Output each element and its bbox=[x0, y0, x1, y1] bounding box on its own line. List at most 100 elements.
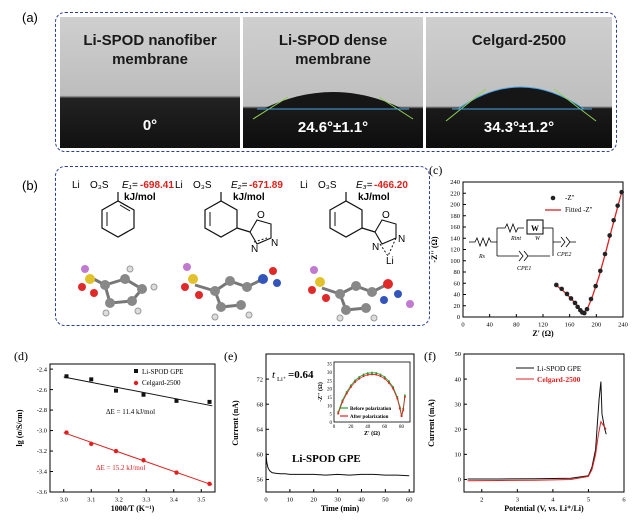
plot-frame bbox=[462, 181, 624, 318]
x-tick-label: 240 bbox=[618, 322, 628, 329]
legend-label-lispod: Li-SPOD GPE bbox=[142, 368, 183, 376]
structure-3: Li O₃S E₃= -466.20 kJ/mol O N N Li bbox=[300, 172, 428, 322]
inset-point-after bbox=[349, 386, 352, 388]
inset-point-after bbox=[383, 377, 386, 380]
inset-y-tick-label: 10 bbox=[327, 404, 333, 409]
inset-point-before bbox=[354, 379, 357, 382]
x-tick-label: 20 bbox=[310, 497, 317, 504]
x-tick-label: 4 bbox=[551, 497, 555, 504]
y-tick-label: 40 bbox=[455, 376, 462, 383]
droplet-3 bbox=[445, 86, 597, 122]
y-tick-label: 56 bbox=[257, 477, 264, 484]
data-point-celgard bbox=[141, 458, 146, 463]
inset-point-before bbox=[366, 372, 369, 375]
nitrogen-label-3a: N bbox=[372, 242, 380, 253]
x-tick-label: 3.4 bbox=[170, 497, 179, 504]
y-tick-label: -2.8 bbox=[37, 407, 47, 414]
energy-value-1: -698.41 bbox=[140, 180, 174, 191]
nitrogen-label-2a: N bbox=[251, 244, 259, 255]
x-tick-label: 3 bbox=[516, 497, 519, 504]
inset-point-after bbox=[371, 373, 373, 376]
inset-point-before bbox=[358, 376, 361, 378]
fit-line-celgard bbox=[63, 432, 213, 486]
data-point-lispod bbox=[89, 377, 94, 382]
y-tick-label: 40 bbox=[454, 292, 461, 299]
y-tick-label: 0 bbox=[458, 477, 461, 484]
inset-point-before bbox=[362, 373, 365, 376]
x-tick-label: 40 bbox=[486, 322, 493, 329]
y-axis-label: lg (σ/S/cm) bbox=[15, 409, 24, 446]
molecule-3d-1 bbox=[78, 265, 158, 317]
energy-unit-1: kJ/mol bbox=[124, 192, 156, 203]
legend-label-celgard: Celgard-2500 bbox=[142, 379, 181, 387]
legend-marker-z bbox=[550, 195, 556, 201]
panel-c-label: (c) bbox=[429, 163, 442, 177]
y-tick-label: 160 bbox=[450, 224, 460, 231]
y-axis-label: Current (nA) bbox=[231, 400, 240, 446]
contact-angle-photo-1: Li-SPOD nanofiber membrane 0° bbox=[60, 17, 240, 148]
inset-legend-before: Before polarization bbox=[350, 407, 391, 412]
inset-point-before bbox=[379, 373, 382, 376]
transference-sub: Li⁺ bbox=[277, 376, 287, 383]
inset-y-tick-label: 30 bbox=[327, 371, 333, 376]
y-tick-label: 0 bbox=[457, 314, 460, 321]
lsv-chart-f: (f) 2 3 4 5 6 0 10 20 30 40 50 Potential (V, vs. Li⁺… bbox=[424, 349, 626, 513]
li-atom-label-1: Li bbox=[72, 180, 80, 191]
structure-1: Li O₃S E₁= -698.41 kJ/mol bbox=[60, 172, 175, 322]
annotation-celgard: ΔE = 15.2 kJ/mol bbox=[96, 464, 145, 472]
inset-legend-after: After polarization bbox=[350, 415, 389, 420]
photo-3-title: Celgard-2500 bbox=[471, 32, 567, 49]
panel-b-frame bbox=[55, 166, 430, 326]
data-point-z bbox=[575, 304, 580, 310]
photo-2-angle: 24.6°±1.1° bbox=[297, 119, 369, 136]
data-point-z bbox=[611, 217, 616, 223]
data-point-celgard bbox=[174, 470, 179, 475]
inset-point-after bbox=[337, 412, 340, 415]
y-tick-label: -3.6 bbox=[37, 489, 48, 496]
y-tick-label: 72 bbox=[257, 376, 264, 383]
data-point-lispod bbox=[114, 388, 118, 393]
panel-a-label: (a) bbox=[22, 10, 38, 25]
inset-point-before bbox=[371, 371, 373, 374]
plot-frame bbox=[265, 353, 415, 493]
photo-2-title: Li-SPOD dense membrane bbox=[278, 32, 388, 68]
data-point-z bbox=[554, 282, 559, 288]
data-point-celgard bbox=[113, 448, 119, 454]
plot-frame bbox=[49, 363, 216, 493]
data-point-lispod bbox=[141, 392, 146, 397]
inset-y-tick-label: 20 bbox=[327, 388, 333, 393]
molecule-3d-2 bbox=[181, 263, 281, 321]
x-axis-label: Time (min) bbox=[321, 504, 360, 513]
panel-a-frame bbox=[55, 12, 617, 152]
y-tick-label: 20 bbox=[455, 426, 462, 433]
data-point-celgard bbox=[64, 430, 69, 435]
data-point-z bbox=[588, 296, 594, 302]
circuit-label-cpe2: CPE2 bbox=[557, 252, 571, 258]
energy-label-3: E₃= bbox=[356, 180, 373, 191]
data-point-z bbox=[568, 296, 574, 301]
lsv-line-lispod bbox=[467, 381, 607, 480]
circuit-cpe2 bbox=[553, 236, 576, 248]
li-atom-label-3b: Li bbox=[386, 256, 394, 267]
panel-e-label: (e) bbox=[224, 349, 237, 363]
o3s-label-2: O₃S bbox=[193, 180, 212, 191]
photo-3-angle: 34.3°±1.2° bbox=[483, 119, 555, 136]
oxygen-label-3: O bbox=[382, 210, 390, 221]
inset-x-tick-label: 40 bbox=[365, 425, 371, 430]
photo-1-angle: 0° bbox=[142, 117, 158, 134]
inset-x-tick-label: 0 bbox=[333, 425, 336, 430]
inset-y-axis-label: -Z'' (Ω) bbox=[317, 382, 324, 402]
y-tick-label: -3.0 bbox=[37, 428, 47, 435]
inset-point-after bbox=[403, 396, 406, 398]
y-tick-label: 180 bbox=[450, 213, 460, 220]
inset-point-after bbox=[345, 392, 348, 395]
data-point-z bbox=[564, 291, 570, 297]
o3s-label-1: O₃S bbox=[90, 180, 109, 191]
inset-point-after bbox=[402, 409, 405, 412]
y-tick-label: 100 bbox=[450, 258, 460, 265]
nyquist-chart-c: (c) 0 40 80 120 160 200 240 0 20 40 60 80 100 120 140 16… bbox=[429, 163, 628, 338]
nitrogen-label-2b: N bbox=[271, 238, 279, 249]
inset-y-tick-label: 0 bbox=[330, 421, 333, 426]
inset-y-tick-label: 15 bbox=[327, 396, 333, 401]
inset-point-before bbox=[387, 380, 390, 383]
